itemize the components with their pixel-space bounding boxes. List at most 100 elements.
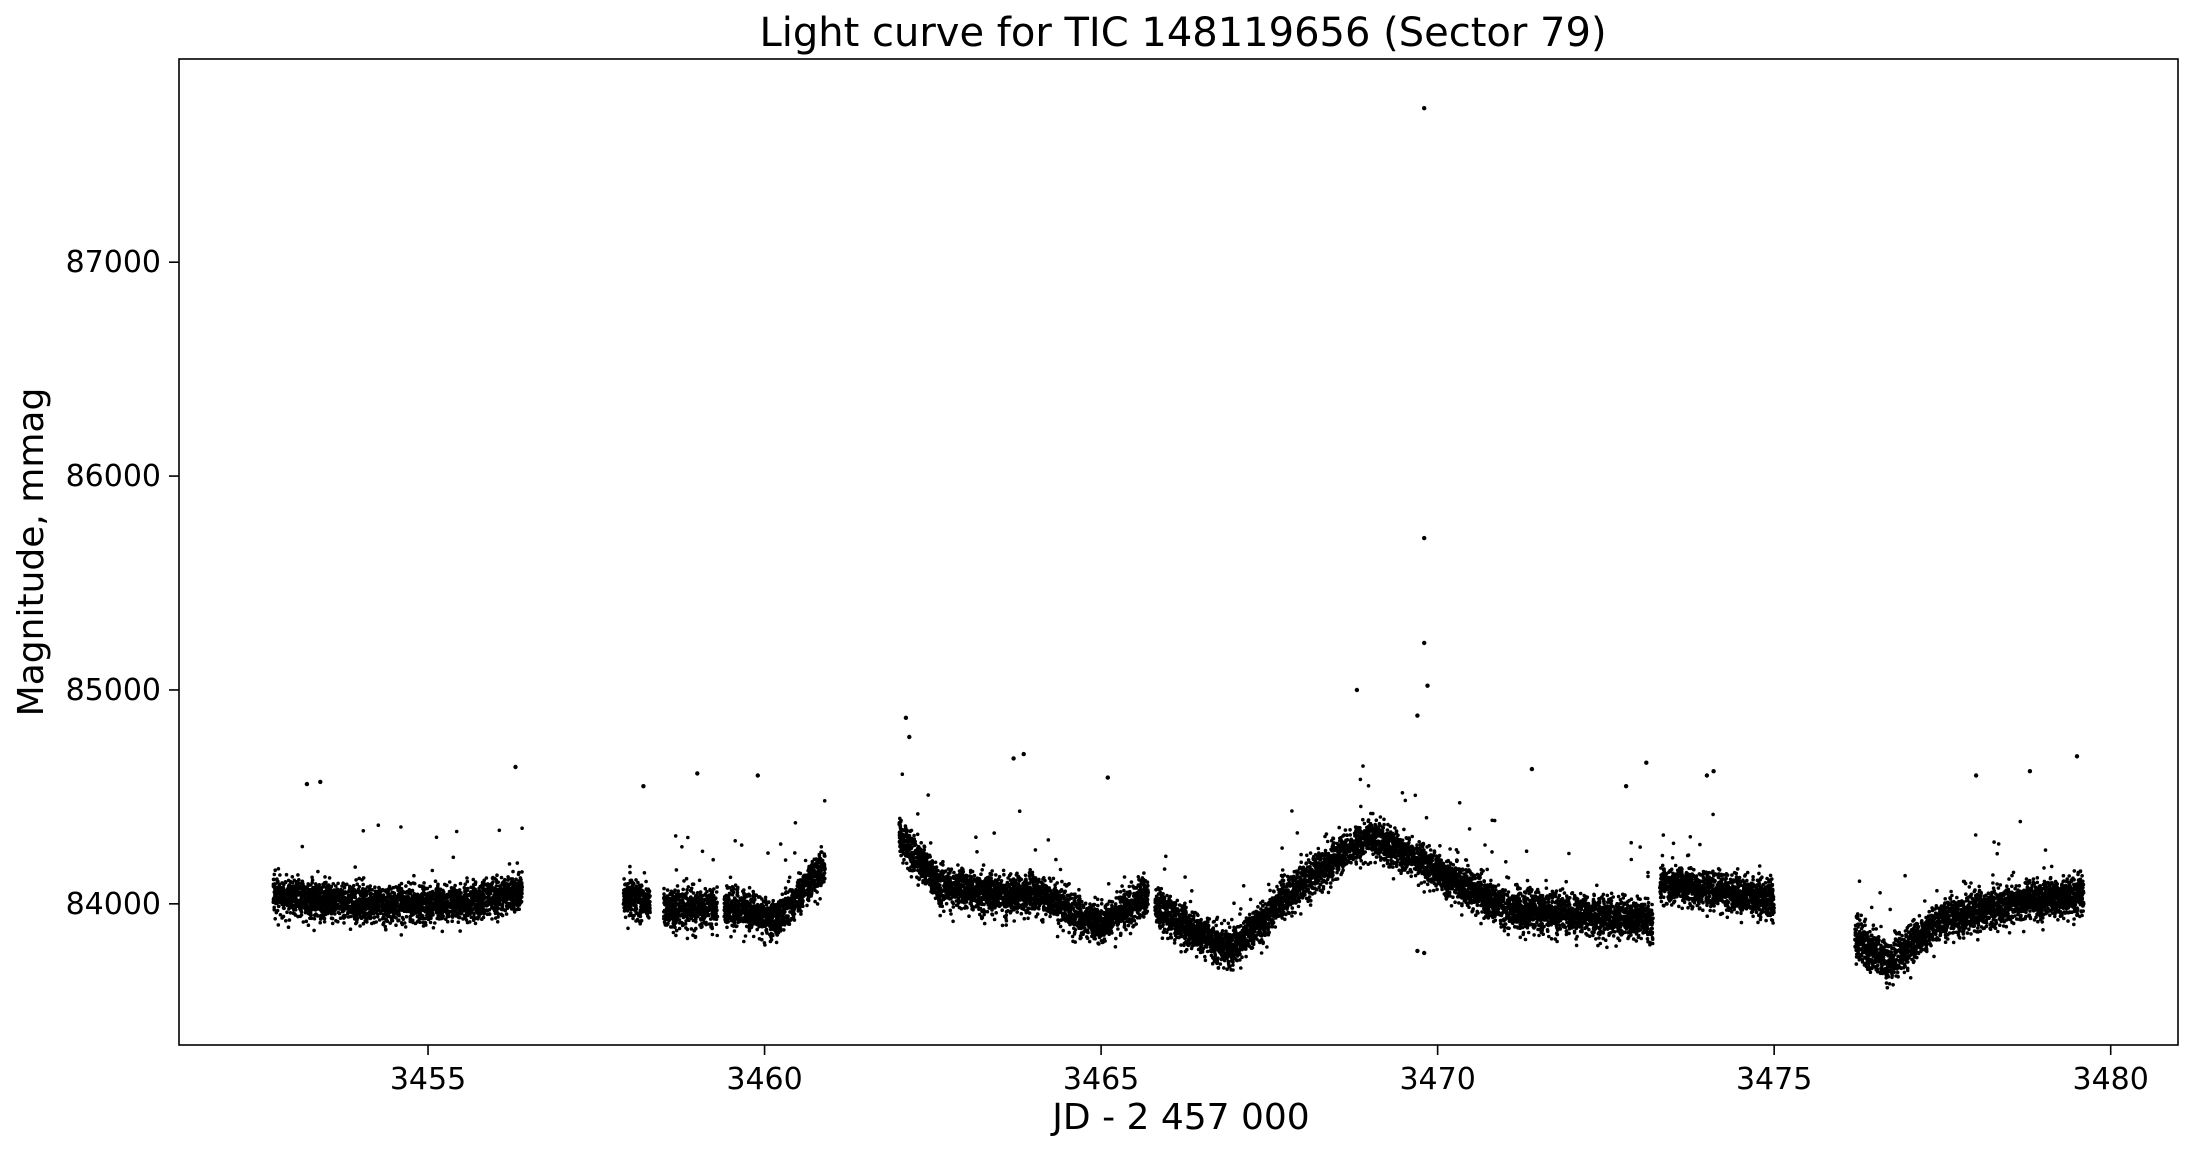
- data-point: [520, 891, 524, 896]
- data-point: [440, 929, 445, 934]
- data-point: [756, 908, 761, 913]
- data-point: [769, 903, 774, 908]
- data-point: [375, 915, 380, 919]
- data-point: [343, 899, 347, 904]
- data-point: [809, 890, 814, 895]
- data-point: [747, 893, 752, 897]
- data-point: [815, 860, 820, 864]
- data-point: [377, 885, 381, 890]
- data-point: [764, 927, 769, 932]
- data-point: [492, 894, 497, 899]
- data-point: [710, 925, 714, 929]
- data-point: [644, 879, 648, 884]
- data-point: [669, 909, 673, 914]
- data-point: [427, 897, 431, 901]
- data-point: [698, 890, 703, 894]
- data-point: [373, 905, 378, 910]
- data-point: [491, 900, 495, 904]
- data-point: [795, 894, 799, 898]
- data-point: [677, 921, 682, 925]
- data-point: [711, 857, 715, 862]
- data-point: [822, 799, 827, 803]
- data-point: [471, 877, 476, 882]
- data-point: [737, 918, 741, 922]
- data-point: [625, 909, 630, 913]
- data-point: [790, 911, 795, 916]
- data-point: [381, 905, 385, 909]
- data-point: [330, 916, 335, 921]
- data-point: [715, 885, 719, 889]
- data-point: [707, 893, 712, 898]
- data-point: [672, 902, 677, 906]
- data-point: [674, 928, 679, 933]
- data-point: [308, 916, 312, 920]
- data-point: [449, 889, 453, 893]
- data-point: [729, 900, 734, 905]
- data-point: [283, 880, 288, 884]
- data-point: [512, 910, 517, 914]
- data-point: [312, 928, 316, 933]
- data-point: [397, 883, 402, 888]
- data-point: [822, 871, 827, 875]
- data-point: [273, 896, 278, 900]
- data-point: [669, 906, 674, 911]
- data-point: [745, 899, 750, 904]
- data-point: [426, 917, 431, 922]
- data-point: [715, 933, 719, 938]
- data-point: [673, 834, 678, 838]
- data-point: [372, 915, 377, 919]
- data-point: [674, 933, 678, 938]
- data-point: [387, 911, 391, 915]
- data-point: [760, 907, 765, 912]
- data-point: [480, 908, 485, 913]
- data-point: [763, 908, 768, 912]
- data-point: [709, 897, 713, 901]
- data-point: [496, 897, 500, 901]
- data-point: [350, 908, 354, 913]
- data-point: [508, 886, 513, 891]
- data-point: [447, 904, 452, 909]
- data-point: [677, 926, 682, 931]
- data-point: [361, 829, 366, 833]
- data-point: [967, 914, 971, 918]
- data-point: [451, 855, 456, 860]
- data-point: [674, 918, 678, 922]
- data-point: [273, 882, 277, 886]
- data-point: [667, 897, 671, 902]
- data-point: [736, 885, 740, 890]
- data-point: [397, 918, 401, 922]
- data-point: [318, 895, 323, 899]
- data-point: [474, 908, 479, 913]
- data-point: [401, 894, 405, 898]
- data-point: [819, 845, 824, 849]
- data-point: [708, 888, 713, 893]
- data-point: [336, 881, 340, 886]
- data-point: [340, 892, 344, 897]
- data-point: [439, 895, 443, 900]
- data-point: [822, 867, 827, 872]
- data-point: [475, 898, 480, 903]
- data-point: [306, 898, 310, 903]
- data-point: [345, 890, 350, 895]
- data-point: [471, 918, 476, 922]
- data-point: [637, 883, 642, 888]
- data-point: [640, 892, 644, 897]
- data-point: [491, 887, 495, 891]
- data-point: [309, 913, 313, 917]
- data-point: [810, 863, 815, 867]
- data-point: [375, 909, 379, 914]
- data-point: [277, 886, 281, 890]
- data-point: [469, 911, 473, 915]
- data-point: [401, 901, 405, 906]
- data-point: [509, 907, 514, 911]
- data-point: [275, 900, 279, 905]
- data-point: [626, 904, 631, 909]
- data-point: [452, 908, 457, 912]
- data-point: [510, 877, 515, 881]
- data-point: [641, 905, 646, 909]
- data-point: [404, 914, 409, 919]
- data-point: [314, 889, 318, 893]
- data-point: [475, 894, 480, 899]
- data-point: [314, 884, 318, 888]
- data-point: [437, 899, 441, 904]
